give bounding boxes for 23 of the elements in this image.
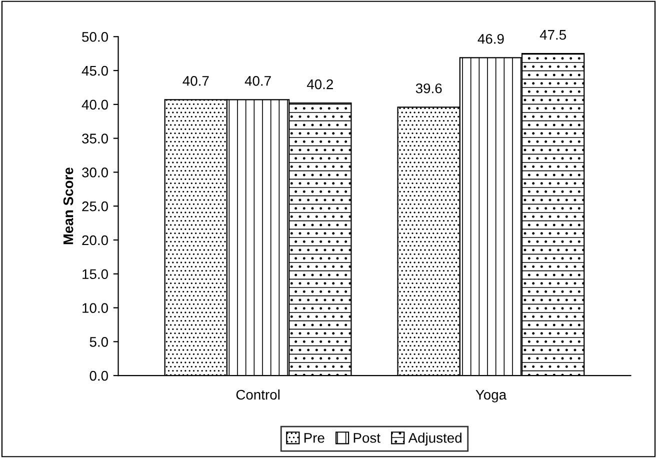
y-tick-label: 5.0 — [90, 337, 108, 347]
y-axis-title: Mean Score — [63, 168, 74, 244]
data-label: 40.2 — [306, 79, 333, 90]
y-tick-label: 35.0 — [82, 134, 108, 144]
y-tick-label: 15.0 — [82, 269, 108, 280]
data-label: 39.6 — [416, 83, 442, 94]
x-tick-label: Yoga — [476, 390, 507, 402]
y-tick-label: 50.0 — [82, 32, 108, 42]
data-label: 46.9 — [478, 34, 504, 44]
y-tick-label: 20.0 — [82, 235, 108, 246]
legend-label: Post — [354, 433, 380, 443]
y-tick-label: 25.0 — [82, 201, 108, 212]
y-tick-label: 0.0 — [90, 370, 108, 381]
data-label: 40.7 — [182, 76, 209, 86]
legend-label: Pre — [304, 433, 324, 443]
data-label: 40.7 — [244, 76, 271, 86]
legend-label: Adjusted — [408, 432, 462, 446]
y-tick-label: 40.0 — [82, 100, 108, 110]
y-tick-label: 30.0 — [82, 168, 108, 178]
y-tick-label: 45.0 — [82, 66, 108, 76]
x-tick-label: Control — [236, 389, 280, 400]
data-label: 47.5 — [540, 30, 566, 40]
y-tick-label: 10.0 — [82, 303, 108, 313]
